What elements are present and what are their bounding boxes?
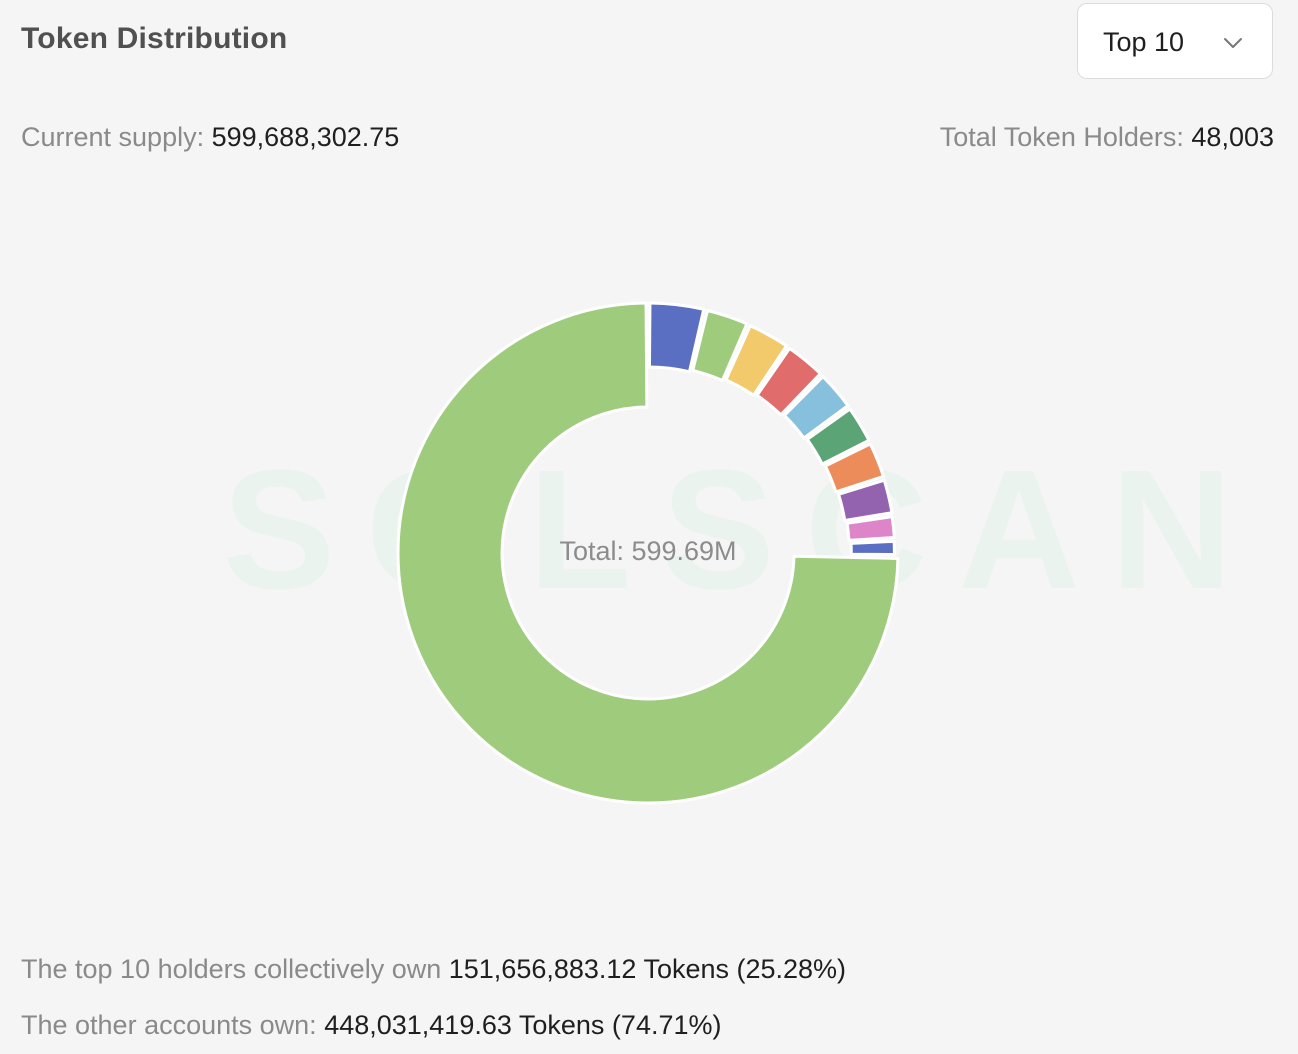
total-holders-value: 48,003	[1191, 122, 1274, 152]
page-title: Token Distribution	[21, 22, 288, 55]
total-holders-label: Total Token Holders:	[939, 122, 1184, 152]
dropdown-selected-label: Top 10	[1103, 27, 1185, 57]
top-holders-summary: The top 10 holders collectively own 151,…	[21, 954, 846, 985]
chart-slice-other-accounts	[396, 301, 900, 805]
top-holders-dropdown[interactable]: Top 10	[1077, 3, 1273, 79]
chart-slice-holder-2	[691, 309, 749, 382]
other-accounts-summary-label: The other accounts own:	[21, 1010, 317, 1040]
chart-slice-holder-1	[647, 301, 706, 374]
other-accounts-summary-value: 448,031,419.63 Tokens (74.71%)	[324, 1010, 722, 1040]
top-holders-summary-label: The top 10 holders collectively own	[21, 954, 442, 984]
chart-slice-holder-3	[724, 324, 789, 397]
chevron-down-icon	[1224, 38, 1242, 48]
current-supply-label: Current supply:	[21, 122, 205, 152]
chart-slice-holder-8	[837, 478, 894, 523]
chart-slice-holder-7	[823, 442, 885, 494]
chart-slice-holder-4	[755, 346, 822, 417]
other-accounts-summary: The other accounts own: 448,031,419.63 T…	[21, 1010, 722, 1041]
top-holders-summary-value: 151,656,883.12 Tokens (25.28%)	[448, 954, 847, 984]
chart-total-label: Total: 599.69M	[559, 536, 737, 566]
chart-slice-holder-6	[805, 407, 871, 466]
total-holders: Total Token Holders: 48,003	[940, 122, 1274, 153]
chart-slice-holder-10	[849, 539, 896, 557]
current-supply-value: 599,688,302.75	[211, 122, 400, 152]
chart-slice-holder-9	[845, 515, 896, 542]
watermark-logo: SOLSCAN	[222, 435, 1264, 625]
chart-slice-holder-5	[782, 375, 850, 440]
current-supply: Current supply: 599,688,302.75	[21, 122, 399, 153]
